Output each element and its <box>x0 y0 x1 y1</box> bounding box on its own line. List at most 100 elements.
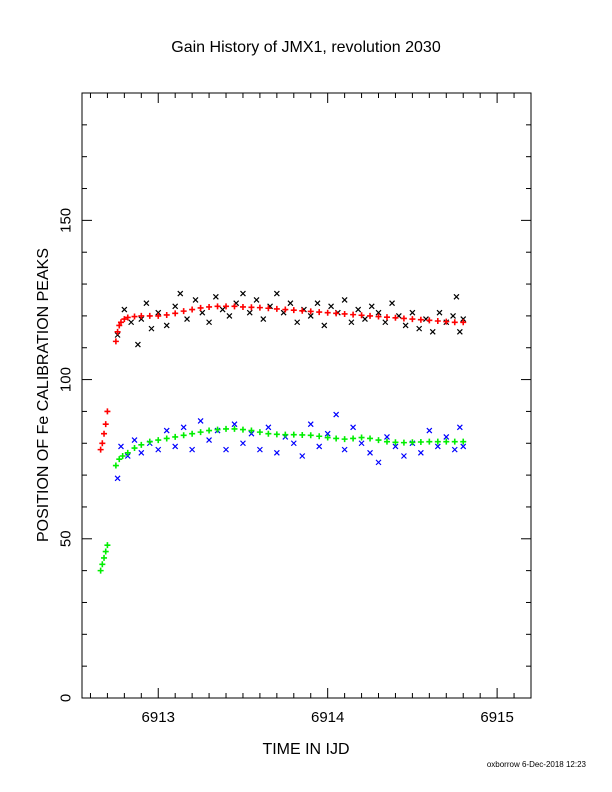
data-point-x-marker <box>265 424 272 431</box>
data-point-plus-marker <box>316 309 323 316</box>
data-point-x-marker <box>163 427 170 434</box>
data-point-x-marker <box>328 303 334 310</box>
data-point-plus-marker <box>172 310 179 317</box>
data-point-plus-marker <box>256 429 263 436</box>
data-point-plus-marker <box>117 319 124 326</box>
data-point-plus-marker <box>163 435 170 442</box>
data-point-x-marker <box>212 293 219 300</box>
data-point-x-marker <box>362 316 368 323</box>
data-point-x-marker <box>192 297 199 303</box>
data-point-plus-marker <box>104 408 111 415</box>
data-point-plus-marker <box>290 307 297 314</box>
data-point-x-marker <box>223 446 229 453</box>
data-point-plus-marker <box>223 303 230 310</box>
data-point-x-marker <box>189 446 196 453</box>
data-point-x-marker <box>290 440 297 447</box>
data-point-x-marker <box>273 449 280 456</box>
data-point-x-marker <box>375 309 382 316</box>
y-tick-label: 100 <box>58 367 75 392</box>
data-point-plus-marker <box>273 431 280 438</box>
x-axis-label: TIME IN IJD <box>262 741 349 758</box>
data-point-x-marker <box>358 440 365 447</box>
data-point-plus-marker <box>172 433 179 440</box>
data-point-plus-marker <box>189 306 196 313</box>
data-point-x-marker <box>163 322 170 329</box>
data-point-plus-marker <box>206 303 213 310</box>
data-point-x-marker <box>402 322 409 329</box>
data-point-plus-marker <box>417 438 424 445</box>
data-point-plus-marker <box>299 431 306 438</box>
data-point-x-marker <box>299 453 306 459</box>
data-point-x-marker <box>307 421 314 428</box>
data-point-x-marker <box>443 433 450 440</box>
data-point-plus-marker <box>350 311 357 318</box>
data-point-plus-marker <box>239 426 246 433</box>
series-1 <box>97 303 467 453</box>
data-point-plus-marker <box>206 427 213 434</box>
data-point-plus-marker <box>114 328 121 335</box>
data-point-plus-marker <box>316 433 323 440</box>
series-3 <box>97 425 467 574</box>
data-point-plus-marker <box>383 438 390 445</box>
data-point-plus-marker <box>231 303 238 310</box>
data-point-plus-marker <box>146 438 153 445</box>
data-point-x-marker <box>260 316 267 323</box>
data-point-x-marker <box>429 328 436 335</box>
data-point-plus-marker <box>434 438 441 445</box>
data-point-plus-marker <box>290 431 297 438</box>
data-point-plus-marker <box>350 435 357 442</box>
data-point-x-marker <box>350 424 357 431</box>
data-point-x-marker <box>148 325 155 332</box>
data-point-plus-marker <box>101 554 108 561</box>
data-point-x-marker <box>199 309 206 316</box>
data-point-x-marker <box>256 446 263 453</box>
data-point-plus-marker <box>214 303 221 310</box>
data-point-x-marker <box>367 449 373 456</box>
data-point-plus-marker <box>189 430 196 437</box>
data-point-plus-marker <box>443 318 450 325</box>
data-point-x-marker <box>401 453 407 459</box>
x-tick-label: 6913 <box>142 709 175 726</box>
data-point-plus-marker <box>307 308 314 315</box>
data-point-x-marker <box>226 312 233 319</box>
data-point-plus-marker <box>367 312 374 319</box>
data-point-x-marker <box>460 443 467 450</box>
y-tick-label: 150 <box>58 208 75 233</box>
data-point-x-marker <box>143 300 150 307</box>
data-point-plus-marker <box>97 567 104 574</box>
data-point-x-marker <box>184 316 190 323</box>
data-point-x-marker <box>240 440 246 447</box>
data-point-x-marker <box>389 300 395 307</box>
data-point-plus-marker <box>409 439 416 446</box>
data-point-plus-marker <box>99 440 106 447</box>
data-point-plus-marker <box>223 425 230 432</box>
data-point-x-marker <box>409 309 416 316</box>
data-point-plus-marker <box>451 438 458 445</box>
data-point-x-marker <box>177 290 184 297</box>
data-point-x-marker <box>436 309 443 316</box>
axis-ticks <box>82 92 531 699</box>
data-point-plus-marker <box>375 313 382 320</box>
data-point-plus-marker <box>121 316 128 323</box>
data-point-plus-marker <box>97 446 104 453</box>
data-point-x-marker <box>118 443 124 450</box>
data-point-plus-marker <box>102 548 109 555</box>
data-point-plus-marker <box>131 445 138 452</box>
data-point-x-marker <box>392 443 399 450</box>
data-point-x-marker <box>172 443 179 450</box>
data-point-plus-marker <box>180 432 187 439</box>
data-point-x-marker <box>307 312 314 319</box>
data-point-plus-marker <box>214 426 221 433</box>
data-point-x-marker <box>382 319 389 326</box>
data-point-x-marker <box>231 421 238 428</box>
data-point-plus-marker <box>383 314 390 321</box>
data-point-x-marker <box>124 453 131 459</box>
data-point-plus-marker <box>163 311 170 318</box>
x-tick-label: 6915 <box>480 709 513 726</box>
data-point-plus-marker <box>358 312 365 319</box>
data-point-x-marker <box>355 306 362 313</box>
data-point-x-marker <box>294 319 301 326</box>
data-point-plus-marker <box>400 315 407 322</box>
data-point-x-marker <box>416 325 423 332</box>
data-point-x-marker <box>324 430 331 437</box>
